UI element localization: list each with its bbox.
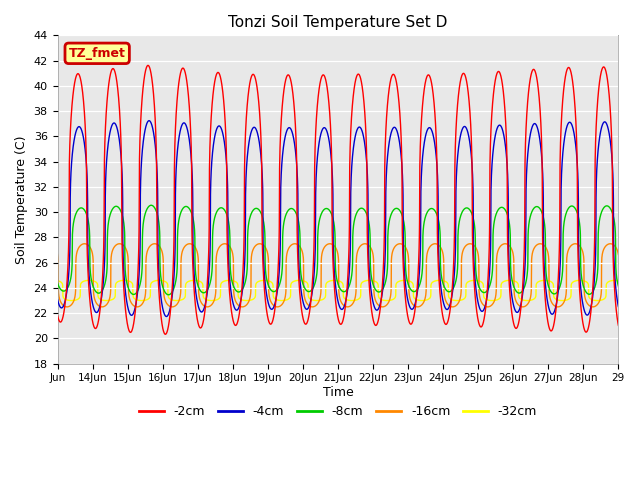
Text: TZ_fmet: TZ_fmet bbox=[68, 47, 125, 60]
Title: Tonzi Soil Temperature Set D: Tonzi Soil Temperature Set D bbox=[228, 15, 447, 30]
X-axis label: Time: Time bbox=[323, 386, 353, 399]
Y-axis label: Soil Temperature (C): Soil Temperature (C) bbox=[15, 135, 28, 264]
Legend: -2cm, -4cm, -8cm, -16cm, -32cm: -2cm, -4cm, -8cm, -16cm, -32cm bbox=[134, 400, 542, 423]
